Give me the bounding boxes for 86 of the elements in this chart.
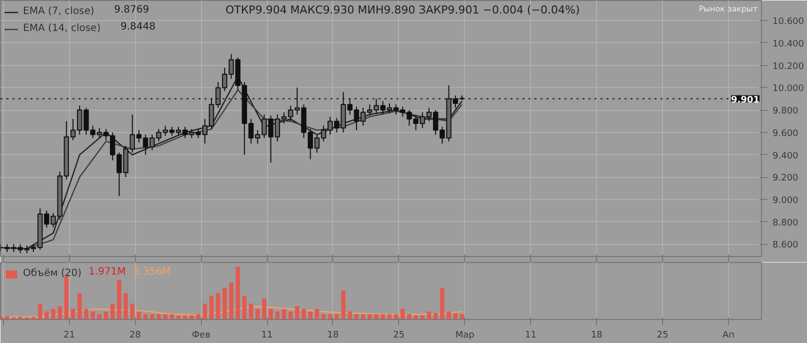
- y-tick-label: 10.200: [772, 62, 804, 72]
- bar: [77, 293, 82, 320]
- bar: [170, 314, 174, 320]
- bar: [104, 312, 108, 320]
- bar: [117, 280, 122, 320]
- y-tick-label: 9.400: [772, 151, 799, 162]
- x-tick-label: 18: [327, 330, 339, 340]
- bar: [374, 314, 378, 320]
- bar: [407, 314, 412, 320]
- bar: [380, 314, 386, 320]
- annotation: 9.8448: [120, 22, 156, 32]
- x-tick-label: Фев: [192, 330, 210, 340]
- bar: [328, 314, 332, 320]
- bar: [268, 308, 273, 320]
- bar: [84, 308, 88, 320]
- bar: [242, 296, 247, 320]
- bar: [453, 313, 458, 320]
- bar: [288, 312, 293, 320]
- bar: [446, 312, 451, 320]
- bar: [38, 304, 42, 320]
- bar: [51, 308, 56, 320]
- legend-label: Объём (20): [23, 267, 82, 281]
- annotation: 9.8769: [114, 4, 150, 16]
- x-tick-label: 25: [393, 330, 405, 340]
- bar: [136, 312, 142, 320]
- bar: [196, 314, 200, 320]
- bar: [434, 313, 438, 320]
- bar: [143, 314, 148, 320]
- chart-subtitle: ОТКР9.904 МАКС9.930 МИН9.890 ЗАКР9.901 −0.004 (−0.04%): [226, 4, 580, 16]
- bar: [440, 288, 444, 320]
- bar: [97, 314, 102, 320]
- bar: [130, 304, 134, 320]
- bar: [110, 304, 115, 320]
- x-tick-label: Мар: [455, 330, 475, 340]
- bar: [229, 282, 234, 320]
- x-tick-label: 18: [590, 330, 603, 340]
- bar: [360, 314, 366, 320]
- bar: [44, 312, 49, 320]
- bar: [222, 288, 227, 320]
- y-tick-label: 8.600: [772, 240, 799, 251]
- bar: [387, 314, 392, 320]
- x-tick-label: Ап: [722, 330, 735, 340]
- bar: [124, 293, 128, 320]
- bar: [368, 314, 372, 320]
- bar: [394, 314, 398, 320]
- bar: [209, 296, 214, 320]
- legend-label: EMA (14, close): [23, 22, 101, 36]
- bar: [262, 298, 266, 320]
- bar: [400, 308, 405, 320]
- y-tick-label: 9.000: [772, 196, 799, 206]
- bar: [275, 312, 280, 320]
- x-tick-label: 11: [261, 330, 273, 340]
- bar: [341, 290, 346, 320]
- y-tick-label: 10.400: [772, 39, 804, 50]
- annotation: 3.356M: [134, 266, 171, 278]
- bar: [348, 312, 352, 320]
- bar: [308, 312, 312, 320]
- bar: [460, 314, 464, 320]
- bar: [202, 304, 207, 320]
- bar: [163, 314, 168, 320]
- bar: [302, 308, 306, 320]
- legend-label: EMA (7, close): [23, 5, 94, 19]
- bar: [321, 314, 326, 320]
- y-tick-label: 9.200: [772, 174, 799, 184]
- bar: [295, 306, 300, 320]
- y-tick-label: 10.000: [772, 84, 804, 94]
- bar: [248, 304, 254, 320]
- bar: [90, 312, 95, 320]
- bar: [426, 312, 432, 320]
- bar: [334, 314, 339, 320]
- bar: [354, 314, 359, 320]
- y-tick-label: 10.600: [772, 17, 804, 28]
- y-tick-label: 8.800: [772, 218, 799, 228]
- x-tick-label: 25: [656, 330, 668, 340]
- annotation: Рынок закрыт: [698, 4, 758, 14]
- x-tick-label: 11: [525, 330, 536, 340]
- y-tick-label: 9.800: [772, 106, 799, 117]
- x-tick-label: 28: [129, 330, 142, 340]
- bar: [216, 293, 220, 320]
- x-tick-label: 21: [64, 330, 75, 340]
- bar: [156, 314, 161, 320]
- bar: [150, 314, 154, 320]
- bar: [58, 306, 62, 320]
- bar: [236, 266, 240, 320]
- y-tick-label: 9.600: [772, 128, 799, 139]
- annotation: 1.971M: [88, 266, 126, 278]
